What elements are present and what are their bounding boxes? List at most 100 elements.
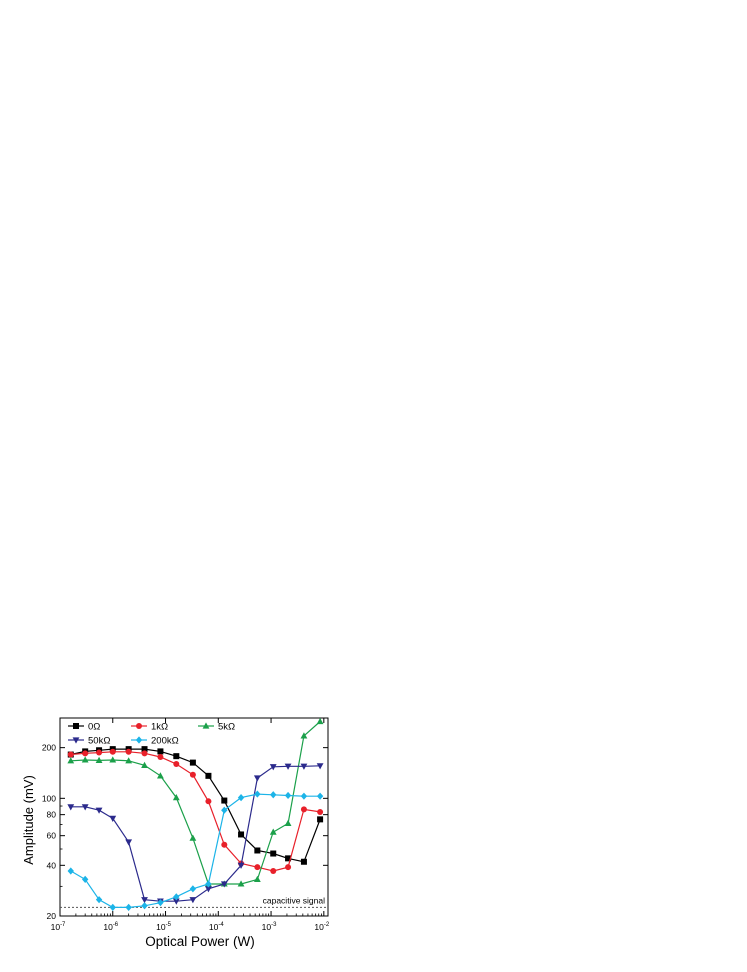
y-tick-label-0: 20	[47, 911, 57, 921]
series-2	[67, 717, 324, 887]
series-2-point-3	[109, 756, 117, 763]
plot-frame	[59, 717, 329, 917]
series-0-point-16	[317, 816, 324, 823]
series-2-point-12	[253, 875, 261, 882]
x-tick-label-5: 10-2	[314, 922, 329, 932]
series-2-point-8	[189, 834, 197, 841]
series-1-point-2	[96, 749, 103, 756]
legend-marker-0	[73, 723, 79, 729]
x-tick-exponent-2: -5	[166, 922, 172, 928]
series-1-point-5	[141, 750, 148, 757]
x-tick-label-3: 10-4	[209, 922, 224, 932]
series-4-point-6	[157, 899, 164, 907]
series-2-point-13	[269, 828, 277, 835]
series-1-point-13	[270, 868, 277, 875]
series-0-point-15	[300, 858, 307, 865]
series-3-line	[70, 765, 321, 902]
legend-marker-3	[72, 737, 80, 744]
series-0-point-12	[254, 847, 261, 854]
legend-marker-1	[136, 723, 142, 729]
series-2-point-15	[300, 732, 308, 739]
series-4-point-8	[189, 885, 197, 893]
series-4-point-13	[270, 791, 277, 799]
series-3-point-16	[316, 763, 324, 770]
series-1-point-6	[157, 753, 164, 760]
series-4-line	[70, 793, 321, 909]
series-1-point-10	[221, 841, 228, 848]
series-4-point-5	[141, 902, 148, 910]
series-0-point-7	[173, 753, 180, 760]
series-1-point-7	[173, 760, 180, 767]
data-series	[67, 717, 324, 911]
series-1	[67, 748, 324, 875]
series-3-point-1	[81, 804, 89, 811]
series-1-point-15	[300, 806, 307, 813]
series-3-point-7	[172, 898, 180, 905]
series-4-point-14	[284, 791, 292, 800]
x-tick-label-4: 10-3	[262, 922, 277, 932]
capacitive-signal-label: capacitive signal	[263, 895, 325, 905]
series-3-point-4	[125, 839, 133, 846]
series-2-point-0	[67, 757, 75, 764]
series-1-point-1	[82, 750, 89, 757]
series-4	[67, 790, 324, 911]
x-tick-exponent-3: -4	[218, 922, 224, 928]
series-0-point-14	[285, 855, 292, 862]
series-3-point-12	[253, 775, 261, 782]
x-axis-label: Optical Power (W)	[145, 934, 255, 949]
series-3-point-9	[205, 886, 212, 893]
y-tick-label-5: 200	[42, 743, 56, 753]
series-2-point-6	[157, 772, 164, 779]
series-2-point-11	[237, 880, 245, 887]
series-3-point-2	[95, 807, 103, 814]
series-4-point-4	[125, 903, 132, 911]
y-tick-label-2: 60	[47, 831, 57, 841]
series-0-point-6	[157, 748, 164, 755]
series-4-point-16	[316, 792, 324, 800]
series-3	[67, 763, 324, 905]
y-axis-label: Amplitude (mV)	[21, 775, 36, 865]
series-0-point-11	[238, 831, 245, 838]
series-4-point-15	[300, 792, 308, 800]
series-3-point-5	[141, 897, 148, 904]
series-3-point-8	[189, 897, 197, 904]
series-1-point-8	[189, 771, 196, 778]
series-1-point-3	[109, 748, 116, 755]
series-1-point-0	[67, 751, 74, 758]
series-1-point-9	[205, 798, 212, 805]
series-3-point-11	[237, 862, 245, 869]
series-4-point-0	[67, 867, 74, 875]
legend-label-1: 1kΩ	[151, 722, 168, 733]
y-tick-label-1: 40	[47, 860, 57, 870]
y-tick-label-4: 100	[42, 793, 56, 803]
x-tick-exponent-1: -6	[113, 922, 119, 928]
series-2-point-1	[81, 756, 89, 763]
series-2-point-4	[125, 757, 133, 764]
series-3-point-15	[300, 763, 308, 770]
series-2-point-14	[284, 819, 292, 826]
capacitive-signal-line: capacitive signal	[60, 895, 328, 908]
series-0-point-10	[221, 797, 228, 804]
legend-label-0: 0Ω	[88, 722, 100, 733]
series-1-point-12	[254, 864, 261, 871]
x-tick-exponent-0: -7	[60, 922, 66, 928]
x-tick-label-0: 10-7	[51, 922, 66, 932]
series-1-line	[70, 751, 321, 872]
series-4-point-11	[237, 793, 245, 802]
series-1-point-4	[125, 748, 132, 755]
series-1-point-16	[317, 808, 324, 815]
series-0-point-13	[270, 850, 277, 857]
legend-label-4: 200kΩ	[151, 736, 179, 747]
series-3-point-13	[269, 764, 277, 771]
y-tick-label-3: 80	[47, 810, 57, 820]
series-4-point-9	[205, 880, 212, 888]
x-tick-exponent-4: -3	[271, 922, 277, 928]
x-tick-exponent-5: -2	[324, 922, 330, 928]
series-3-point-3	[109, 815, 117, 822]
series-4-point-12	[254, 790, 261, 798]
series-3-point-14	[284, 763, 292, 770]
series-3-point-0	[67, 804, 75, 811]
legend: 0Ω 1kΩ 5kΩ 50kΩ 200kΩ	[68, 722, 235, 747]
